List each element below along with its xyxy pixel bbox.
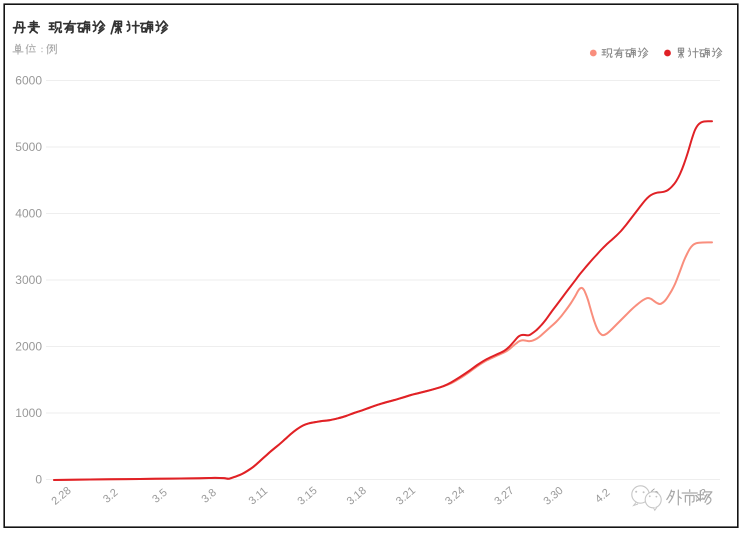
svg-text:1000: 1000 <box>15 406 42 420</box>
svg-text:4000: 4000 <box>15 207 42 221</box>
svg-text:2000: 2000 <box>15 340 42 354</box>
svg-text:5000: 5000 <box>15 140 42 154</box>
svg-text:6000: 6000 <box>15 74 42 88</box>
svg-text:0: 0 <box>35 473 42 487</box>
svg-text:3000: 3000 <box>15 273 42 287</box>
